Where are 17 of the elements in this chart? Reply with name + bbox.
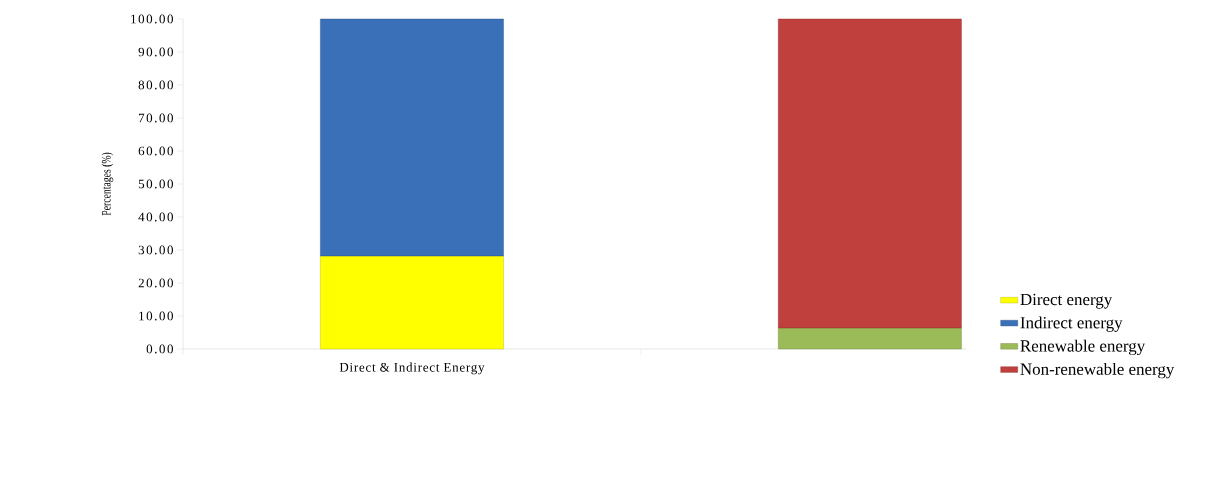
y-tick-label: 90.00: [138, 47, 173, 57]
legend-label: Renewable energy: [1020, 339, 1146, 356]
legend-label: Indirect energy: [1020, 316, 1123, 332]
y-tick-label: 80.00: [138, 80, 173, 90]
y-tick-label: 60.00: [138, 146, 173, 156]
y-tick-label: 70.00: [138, 113, 173, 123]
y-tick-label: 40.00: [138, 212, 173, 222]
y-axis-title: Percentages (%): [101, 152, 114, 216]
y-tick-label: 10.00: [139, 311, 173, 321]
y-tick-label: 50.00: [138, 179, 173, 189]
y-tick-label: 100.00: [131, 14, 173, 24]
legend-label: Non-renewable energy: [1020, 362, 1175, 379]
y-tick-label: 30.00: [138, 245, 173, 255]
legend-label: Direct energy: [1020, 293, 1113, 309]
y-tick-label: 20.00: [138, 278, 173, 288]
x-tick-label: Direct & Indirect Energy: [339, 362, 485, 375]
y-tick-label: 0.00: [146, 344, 173, 354]
